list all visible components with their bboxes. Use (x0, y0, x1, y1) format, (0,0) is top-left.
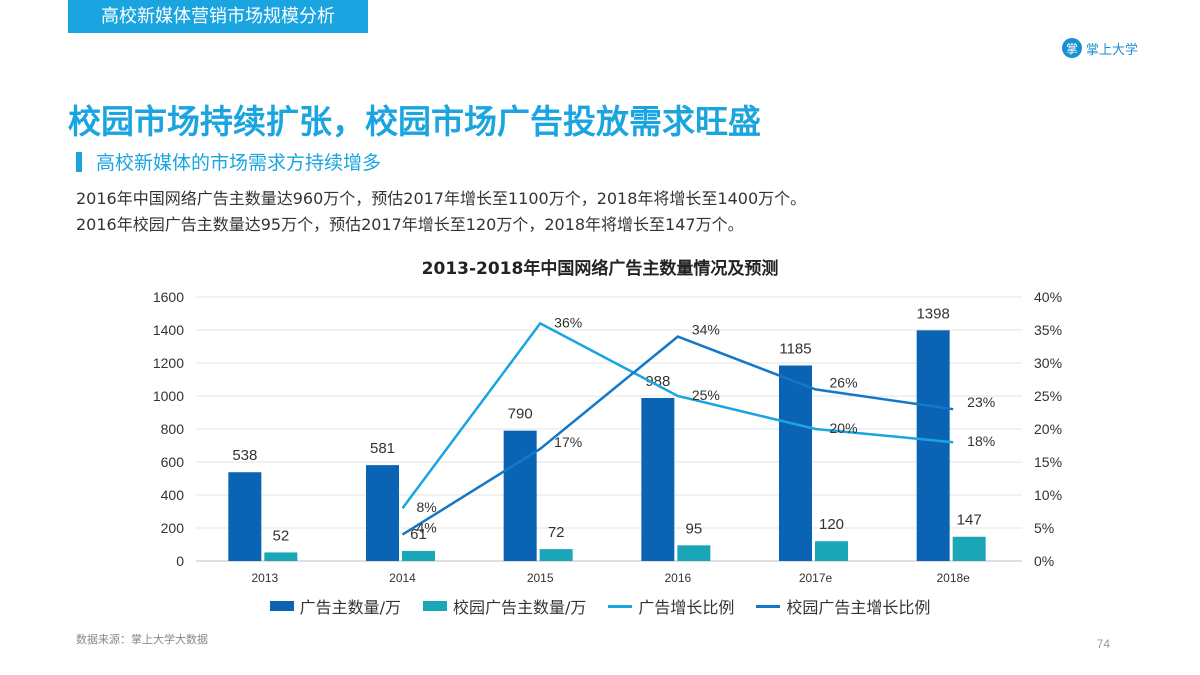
legend-label: 广告主数量/万 (299, 598, 401, 617)
legend-label: 广告增长比例 (638, 598, 735, 617)
line-data-label: 8% (417, 499, 437, 515)
line-data-label: 36% (554, 314, 582, 330)
line-data-label: 20% (830, 420, 858, 436)
bar-data-label: 120 (819, 516, 844, 533)
legend-item: 广告增长比例 (608, 594, 734, 618)
y2-tick-label: 5% (1034, 520, 1054, 536)
legend-swatch (608, 604, 633, 608)
line-campus-growth (401, 335, 954, 536)
y2-tick-label: 0% (1034, 553, 1054, 569)
x-tick-label: 2015 (527, 571, 554, 585)
y2-tick-label: 35% (1034, 322, 1062, 338)
bar-data-label: 52 (272, 527, 289, 544)
y-tick-label: 600 (161, 454, 185, 470)
bar-campus-advertisers (952, 536, 986, 561)
logo-icon: 掌 (1061, 38, 1082, 58)
bar-data-label: 95 (685, 520, 702, 537)
bar-data-label: 72 (548, 524, 565, 541)
y-tick-label: 0 (176, 553, 184, 569)
bar-data-label: 988 (645, 373, 670, 390)
bar-campus-advertisers (402, 550, 435, 561)
data-source: 数据来源：掌上大学大数据 (76, 633, 208, 646)
legend-label: 校园广告主增长比例 (786, 598, 931, 617)
x-tick-label: 2017e (799, 571, 833, 585)
line-data-label: 18% (967, 433, 995, 449)
description-line-1: 2016年中国网络广告主数量达960万个，预估2017年增长至1100万个，20… (76, 189, 807, 208)
y2-tick-label: 30% (1034, 355, 1062, 371)
subtitle-marker (76, 151, 82, 172)
page-title: 校园市场持续扩张，校园市场广告投放需求旺盛 (68, 102, 761, 141)
legend-swatch (756, 604, 781, 608)
bar-data-label: 790 (508, 406, 533, 423)
bar-data-label: 1185 (779, 340, 811, 357)
bar-data-label: 61 (410, 526, 427, 543)
x-tick-label: 2014 (389, 571, 416, 585)
y2-tick-label: 25% (1034, 388, 1062, 404)
legend-swatch (422, 601, 447, 611)
bar-campus-advertisers (264, 552, 298, 561)
line-data-label: 4% (417, 520, 437, 536)
bar-advertisers (779, 365, 812, 561)
subtitle-text: 高校新媒体的市场需求方持续增多 (96, 152, 382, 174)
x-tick-label: 2016 (664, 571, 691, 585)
logo-text: 掌上大学 (1085, 42, 1138, 58)
bar-advertisers (228, 472, 262, 561)
line-ad-growth (401, 321, 954, 509)
x-tick-label: 2018e (936, 571, 970, 585)
line-data-label: 26% (830, 374, 858, 390)
y2-tick-label: 40% (1034, 289, 1062, 305)
bar-data-label: 1398 (916, 305, 949, 322)
page-number: 74 (1096, 637, 1110, 651)
legend-swatch (269, 601, 294, 611)
legend-label: 校园广告主数量/万 (452, 598, 587, 617)
section-tag: 高校新媒体营销市场规模分析 (68, 0, 368, 33)
y-tick-label: 1200 (153, 355, 184, 371)
description-line-2: 2016年校园广告主数量达95万个，预估2017年增长至120万个，2018年将… (76, 215, 744, 234)
section-subtitle: 高校新媒体的市场需求方持续增多 (76, 148, 381, 175)
y-tick-label: 1600 (153, 289, 184, 305)
y-tick-label: 1000 (153, 388, 184, 404)
bar-advertisers (366, 465, 399, 561)
line-data-label: 34% (692, 322, 720, 338)
line-data-label: 25% (692, 387, 720, 403)
bar-campus-advertisers (539, 549, 573, 561)
chart-legend: 广告主数量/万 校园广告主数量/万 广告增长比例 校园广告主增长比例 (0, 594, 1200, 618)
brand-logo: 掌 掌上大学 (1061, 38, 1138, 58)
bar-campus-advertisers (677, 545, 711, 561)
y-tick-label: 400 (161, 487, 185, 503)
chart-title: 2013-2018年中国网络广告主数量情况及预测 (422, 258, 779, 279)
y-tick-label: 200 (161, 520, 185, 536)
bar-campus-advertisers (815, 541, 848, 561)
bar-data-label: 147 (957, 512, 982, 529)
line-data-label: 23% (967, 394, 995, 410)
bar-data-label: 538 (232, 447, 257, 464)
bar-advertisers (503, 430, 537, 561)
combo-chart: 2013-2018年中国网络广告主数量情况及预测 0 200 400 600 800 100… (153, 258, 1062, 585)
y-tick-label: 800 (161, 421, 185, 437)
y2-tick-label: 15% (1034, 454, 1062, 470)
y-tick-label: 1400 (153, 322, 184, 338)
legend-item: 校园广告主数量/万 (422, 594, 587, 618)
y2-tick-label: 20% (1034, 421, 1062, 437)
y2-tick-label: 10% (1034, 487, 1062, 503)
x-tick-label: 2013 (251, 571, 278, 585)
bar-advertisers (641, 397, 675, 561)
bar-data-label: 581 (370, 440, 395, 457)
legend-item: 广告主数量/万 (269, 594, 401, 618)
legend-item: 校园广告主增长比例 (756, 594, 930, 618)
line-data-label: 17% (554, 434, 582, 450)
bar-advertisers (916, 330, 950, 561)
